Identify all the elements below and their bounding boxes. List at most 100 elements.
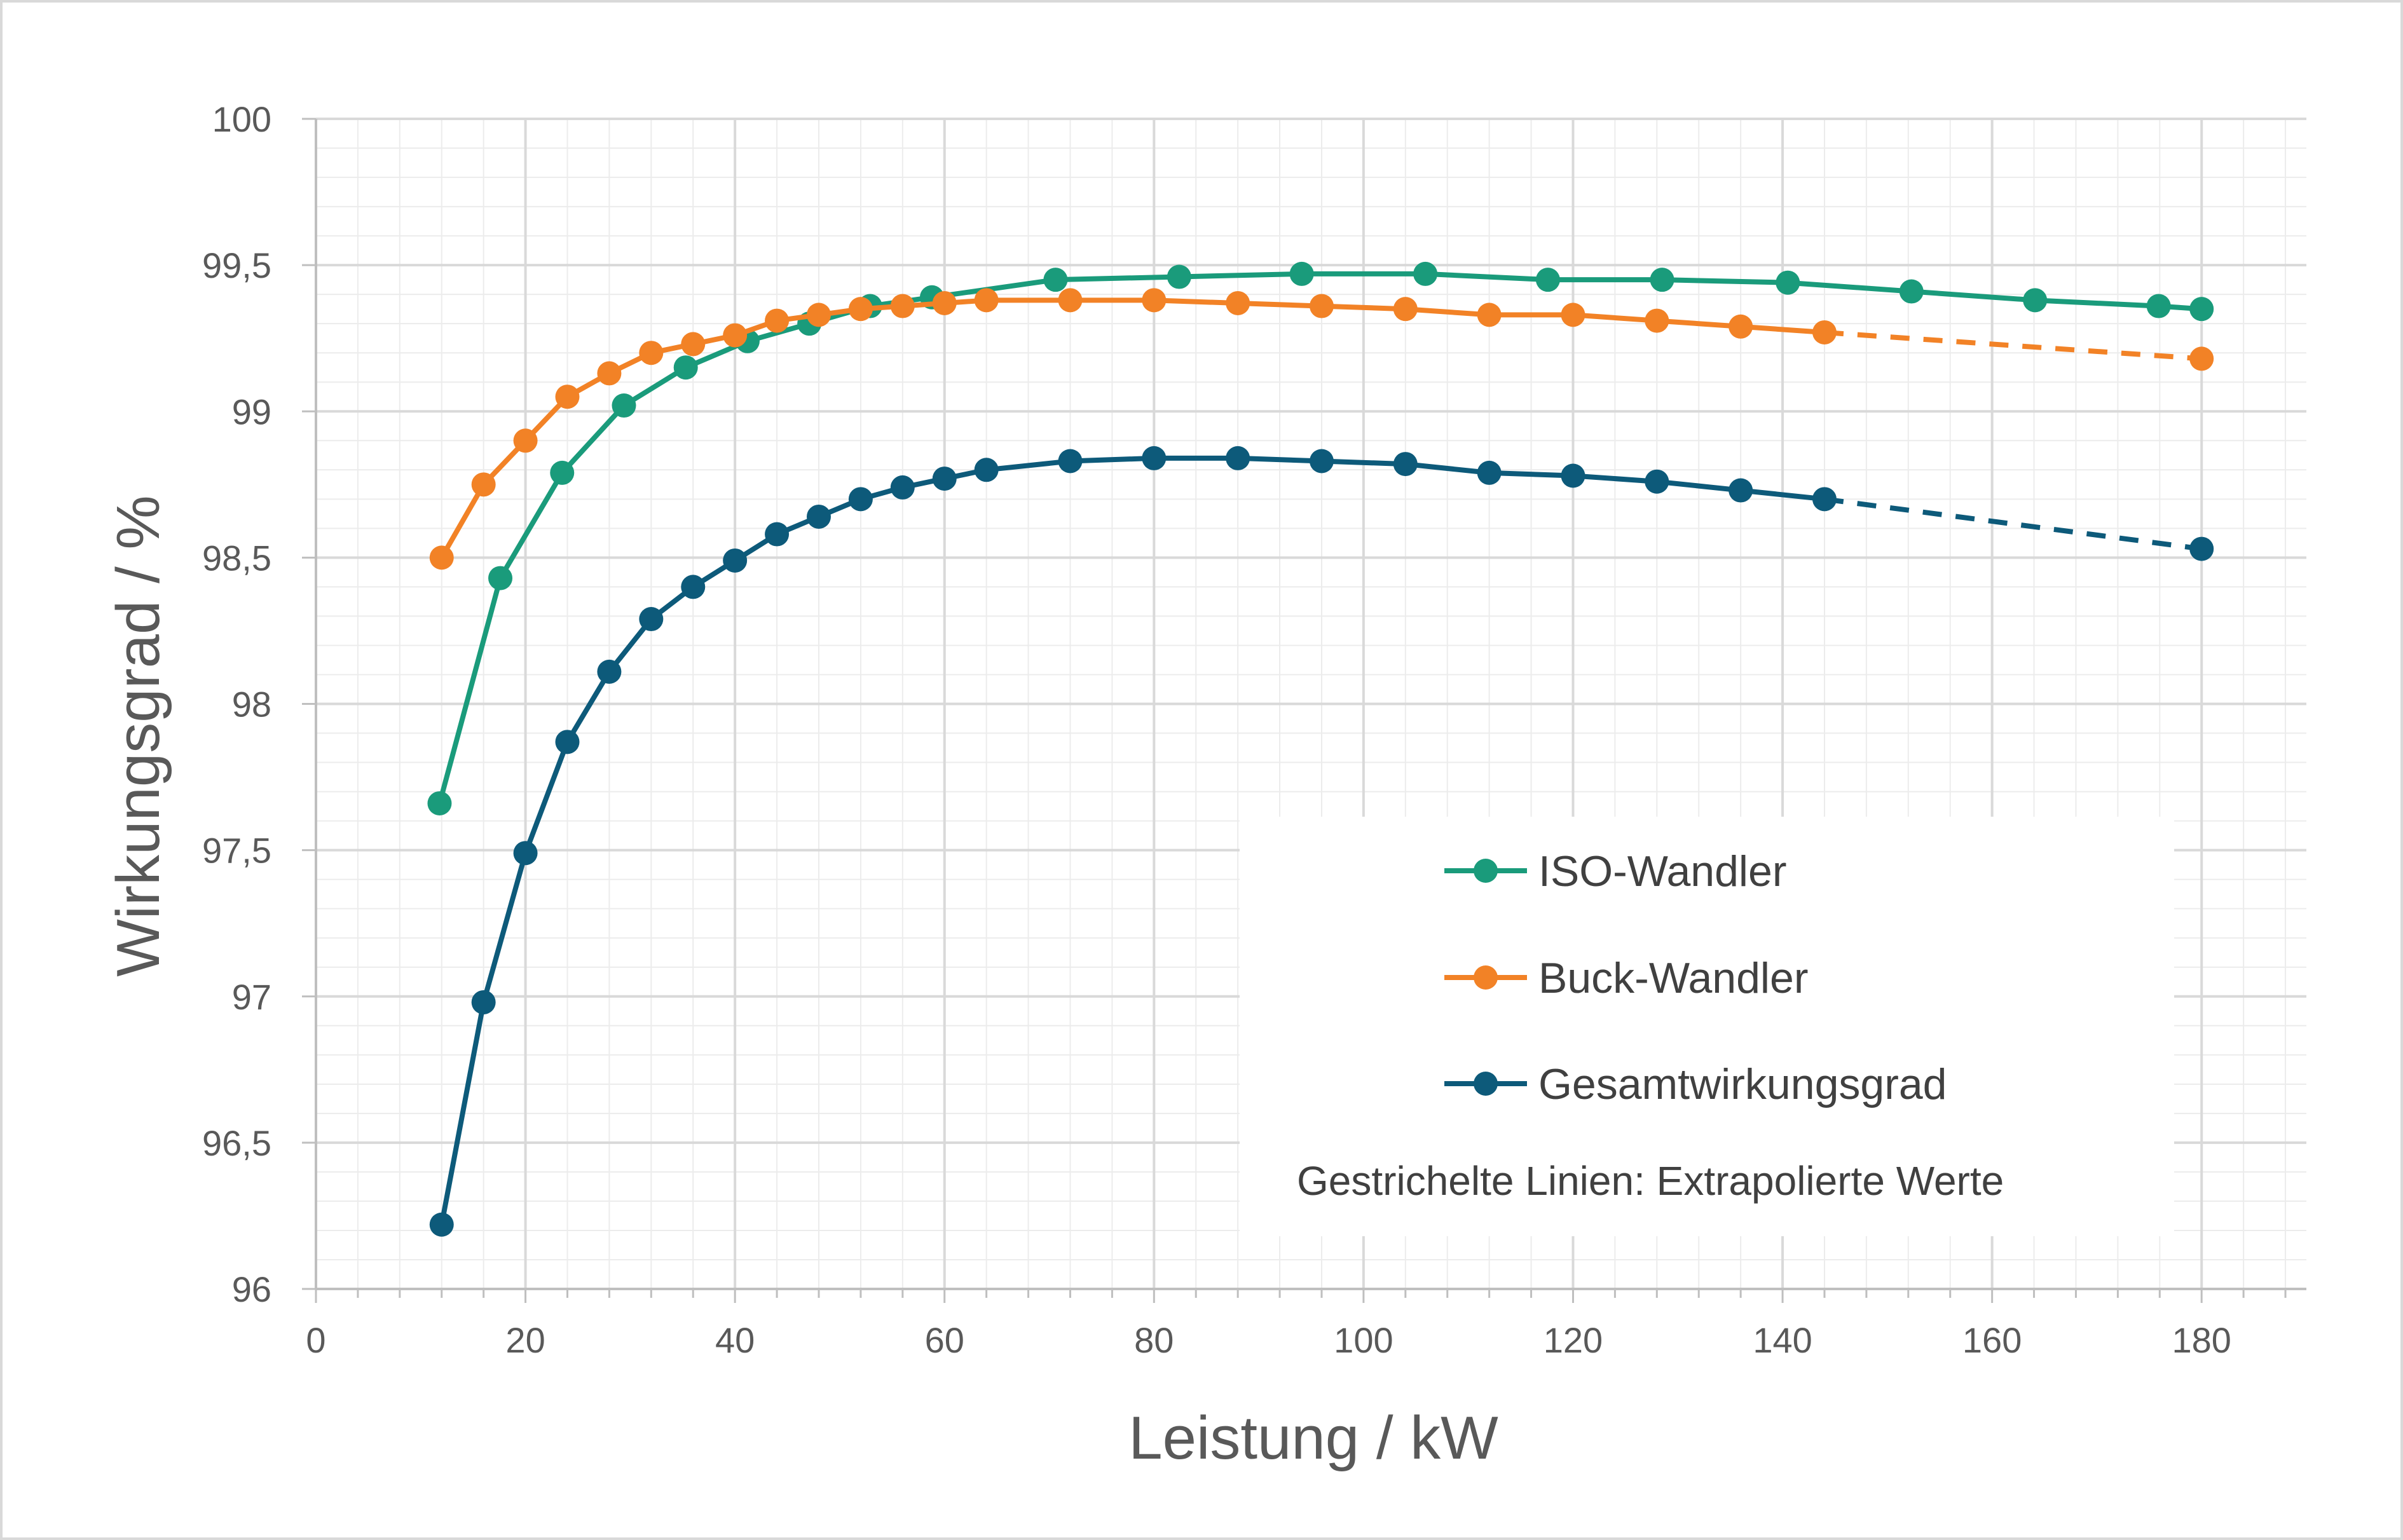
data-point bbox=[2189, 536, 2214, 561]
data-point bbox=[597, 659, 622, 684]
series-gesamtwirkungsgrad bbox=[429, 446, 2214, 1237]
data-point bbox=[597, 361, 622, 386]
data-point bbox=[550, 460, 575, 485]
y-tick-labels: 96 96,5 97 97,5 98 98,5 99 99,5 100 bbox=[202, 99, 271, 1309]
data-point bbox=[513, 428, 538, 453]
data-point bbox=[1561, 463, 1585, 488]
data-point bbox=[1899, 279, 1924, 304]
data-point bbox=[723, 548, 748, 573]
data-point bbox=[555, 385, 580, 409]
data-point bbox=[429, 545, 454, 570]
data-point bbox=[1729, 314, 1753, 339]
x-tick-label: 140 bbox=[1753, 1320, 1812, 1360]
x-tick-label: 160 bbox=[1962, 1320, 2022, 1360]
data-point bbox=[1043, 268, 1068, 292]
data-point bbox=[1729, 478, 1753, 503]
data-point bbox=[1142, 446, 1167, 470]
x-tick-label: 80 bbox=[1134, 1320, 1174, 1360]
legend-label: Buck-Wandler bbox=[1538, 954, 1809, 1002]
data-point bbox=[848, 487, 873, 512]
data-point bbox=[1393, 452, 1418, 477]
data-point bbox=[765, 308, 790, 333]
data-point bbox=[1058, 449, 1083, 474]
y-tick-label: 98 bbox=[232, 685, 271, 725]
data-point bbox=[429, 1212, 454, 1237]
data-point bbox=[1413, 261, 1438, 286]
y-tick-label: 99,5 bbox=[202, 245, 271, 285]
data-point bbox=[1812, 487, 1837, 512]
legend-entry: Buck-Wandler bbox=[1444, 954, 1809, 1002]
legend-marker bbox=[1474, 1072, 1498, 1096]
data-point bbox=[427, 791, 452, 815]
data-point bbox=[2189, 297, 2214, 322]
series-buck-wandler bbox=[429, 288, 2214, 570]
data-point bbox=[723, 323, 748, 348]
data-point bbox=[1477, 303, 1502, 327]
x-tick-label: 60 bbox=[925, 1320, 964, 1360]
data-point bbox=[639, 341, 664, 365]
data-point bbox=[2146, 294, 2171, 318]
data-point bbox=[932, 467, 957, 491]
x-tick-label: 100 bbox=[1334, 1320, 1393, 1360]
legend-note: Gestrichelte Linien: Extrapolierte Werte bbox=[1297, 1158, 2004, 1204]
data-point bbox=[1477, 460, 1502, 485]
y-tick-label: 98,5 bbox=[202, 538, 271, 578]
data-point bbox=[806, 303, 831, 327]
legend-label: ISO-Wandler bbox=[1538, 847, 1786, 896]
data-point bbox=[555, 730, 580, 754]
y-tick-label: 99 bbox=[232, 392, 271, 432]
y-tick-label: 96,5 bbox=[202, 1123, 271, 1163]
data-point bbox=[1226, 290, 1250, 315]
x-tick-label: 0 bbox=[306, 1320, 325, 1360]
data-point bbox=[1289, 261, 1314, 286]
data-point bbox=[1393, 297, 1418, 322]
y-tick-label: 97 bbox=[232, 977, 271, 1017]
data-point bbox=[1812, 320, 1837, 344]
x-tick-labels: 0 20 40 60 80 100 120 140 160 180 bbox=[306, 1320, 2231, 1360]
x-tick-label: 180 bbox=[2172, 1320, 2231, 1360]
data-point bbox=[2189, 346, 2214, 371]
x-tick-label: 20 bbox=[505, 1320, 545, 1360]
major-gridlines bbox=[316, 118, 2306, 1289]
data-point bbox=[1561, 303, 1585, 327]
series-layer bbox=[427, 261, 2214, 1237]
data-point bbox=[471, 990, 496, 1014]
legend-entry: ISO-Wandler bbox=[1444, 847, 1786, 896]
data-point bbox=[1167, 264, 1191, 289]
data-point bbox=[1226, 446, 1250, 470]
data-point bbox=[673, 355, 698, 380]
data-point bbox=[2023, 288, 2048, 313]
x-tick-label: 120 bbox=[1544, 1320, 1603, 1360]
data-point bbox=[1776, 270, 1800, 295]
data-point bbox=[1645, 308, 1669, 333]
data-point bbox=[765, 522, 790, 547]
data-point bbox=[1058, 288, 1083, 313]
data-point bbox=[488, 566, 513, 590]
y-tick-label: 96 bbox=[232, 1269, 271, 1309]
legend-label: Gesamtwirkungsgrad bbox=[1538, 1060, 1947, 1108]
x-axis-title: Leistung / kW bbox=[1128, 1404, 1498, 1472]
series-line-extrapolated bbox=[1824, 330, 2202, 362]
y-tick-label: 100 bbox=[212, 99, 271, 139]
data-point bbox=[1650, 268, 1674, 292]
data-point bbox=[890, 475, 915, 500]
x-tick-label: 40 bbox=[715, 1320, 755, 1360]
data-point bbox=[513, 841, 538, 866]
data-point bbox=[639, 607, 664, 632]
data-point bbox=[974, 458, 999, 482]
data-point bbox=[974, 288, 999, 313]
data-point bbox=[1309, 449, 1334, 474]
data-point bbox=[848, 297, 873, 322]
data-point bbox=[1309, 294, 1334, 318]
data-point bbox=[681, 575, 706, 599]
legend: ISO-Wandler Buck-Wandler Gesamtwirkungsgra… bbox=[1240, 817, 2174, 1236]
data-point bbox=[612, 393, 636, 418]
legend-box bbox=[1240, 817, 2174, 1236]
series-line bbox=[439, 455, 1825, 1225]
data-point bbox=[1645, 469, 1669, 494]
data-point bbox=[1535, 268, 1560, 292]
data-point bbox=[932, 290, 957, 315]
series-line bbox=[437, 271, 2202, 805]
